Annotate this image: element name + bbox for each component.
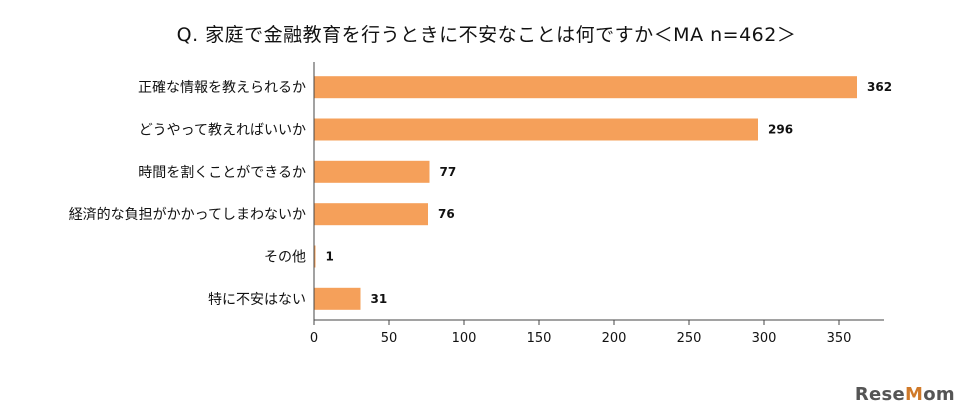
resemom-logo: ReseMom xyxy=(854,384,955,405)
data-label: 76 xyxy=(438,207,455,221)
x-tick-label: 250 xyxy=(677,331,702,346)
bar xyxy=(314,118,758,141)
data-label: 31 xyxy=(371,292,388,306)
category-label: 時間を割くことができるか xyxy=(138,164,306,181)
bar xyxy=(314,76,857,99)
x-axis: 0 50 100 150 200 250 300 350 xyxy=(310,62,884,346)
bar xyxy=(314,203,428,226)
x-tick-label: 300 xyxy=(752,331,777,346)
category-label: どうやって教えればいいか xyxy=(139,123,306,139)
x-tick-label: 150 xyxy=(527,331,552,346)
chart-title: Q. 家庭で金融教育を行うときに不安なことは何ですか＜MA n=462＞ xyxy=(176,24,797,46)
bar xyxy=(314,287,361,310)
data-label: 296 xyxy=(768,123,793,137)
x-tick-label: 0 xyxy=(310,331,318,346)
data-label: 362 xyxy=(867,80,892,94)
bar xyxy=(314,245,316,268)
data-label: 77 xyxy=(440,165,457,179)
x-tick-label: 50 xyxy=(381,331,398,346)
category-label: 特に不安はない xyxy=(208,292,306,308)
x-tick-label: 200 xyxy=(602,331,627,346)
category-label: 正確な情報を教えられるか xyxy=(138,80,306,96)
x-tick-label: 100 xyxy=(452,331,477,346)
bars-group: 正確な情報を教えられるか 362 どうやって教えればいいか 296 時間を割くことができ… xyxy=(69,76,892,310)
category-label: 経済的な負担がかかってしまわないか xyxy=(69,207,306,223)
data-label: 1 xyxy=(326,250,334,264)
bar xyxy=(314,160,430,183)
x-tick-label: 350 xyxy=(827,331,852,346)
category-label: その他 xyxy=(264,250,306,266)
